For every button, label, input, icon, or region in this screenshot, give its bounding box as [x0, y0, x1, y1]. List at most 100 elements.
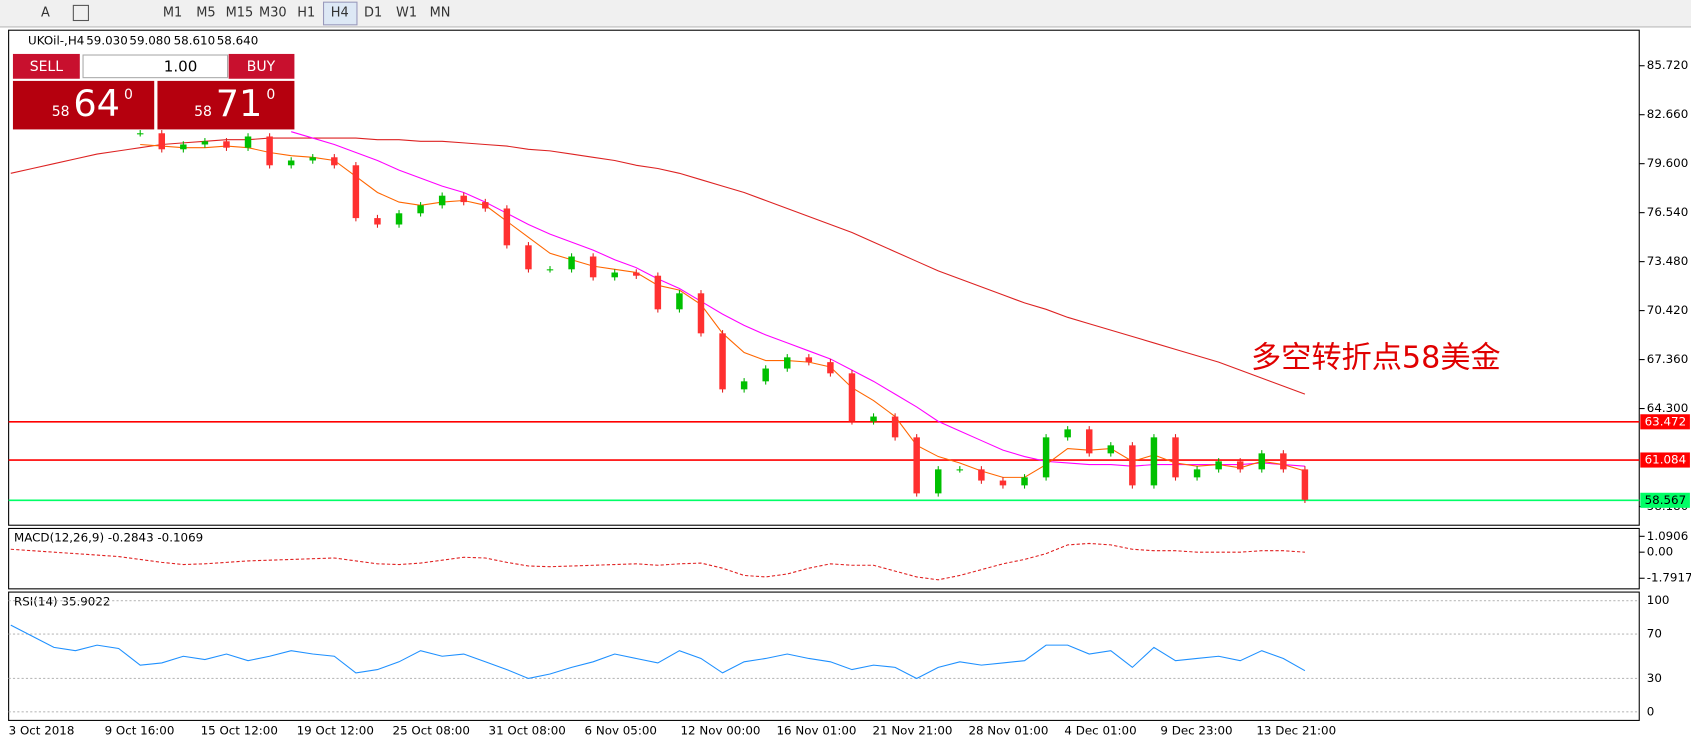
text-tool[interactable]: A	[41, 5, 50, 20]
candle	[438, 195, 446, 206]
buy-text[interactable]: BUY	[247, 59, 276, 75]
level-tag	[1640, 492, 1690, 508]
date-label: 6 Nov 05:00	[585, 724, 657, 738]
annotation: 多空转折点58美金	[1251, 341, 1501, 376]
macd-signal	[10, 542, 1305, 581]
sell-sup: 0	[124, 87, 133, 103]
candle	[1129, 445, 1136, 486]
sell-button[interactable]	[12, 53, 80, 79]
candle	[331, 157, 338, 166]
candle	[352, 165, 360, 219]
timeframe[interactable]: H4	[331, 5, 349, 20]
candle	[956, 469, 964, 471]
candle	[395, 213, 403, 225]
close: 58.640	[217, 33, 259, 47]
open: 59.030	[86, 33, 127, 47]
candle	[546, 269, 554, 271]
macd-panel	[8, 527, 1640, 590]
candle	[180, 144, 187, 150]
rsi-panel	[8, 591, 1640, 721]
candle	[676, 293, 683, 310]
candle	[827, 362, 834, 374]
level-label: 63.472	[1645, 414, 1686, 428]
y-tick-label: 85.720	[1647, 58, 1688, 72]
y-tick-label: 64.300	[1647, 401, 1688, 415]
candle	[891, 416, 899, 438]
candle	[266, 136, 273, 166]
candle	[805, 357, 813, 363]
trade-panel: SELL 1.00 BUY 58 64 0 58 71 0	[12, 53, 295, 130]
timeframe[interactable]: MN	[430, 5, 451, 20]
buy-button[interactable]	[228, 53, 295, 79]
y-tick-label: 1.0906	[1647, 529, 1688, 543]
candle	[1236, 461, 1244, 470]
sell-big: 58	[52, 104, 70, 120]
timeframe[interactable]: W1	[396, 5, 417, 20]
date-label: 13 Dec 21:00	[1256, 724, 1336, 738]
candle	[417, 205, 424, 214]
candle	[1258, 453, 1266, 470]
date-label: 9 Oct 16:00	[105, 724, 175, 738]
timeframe[interactable]: M30	[259, 5, 287, 20]
candle	[503, 208, 511, 246]
moving-average	[291, 131, 1305, 467]
label-tool[interactable]	[72, 4, 89, 22]
candle	[1042, 437, 1050, 478]
candle	[697, 293, 705, 334]
candle	[525, 245, 532, 270]
date-label: 25 Oct 08:00	[393, 724, 470, 738]
date-label: 16 Nov 01:00	[776, 724, 856, 738]
candle	[136, 133, 144, 135]
buy-big: 58	[194, 104, 212, 120]
rsi-line	[10, 624, 1306, 680]
date-label: 15 Oct 12:00	[201, 724, 278, 738]
y-tick-label: 73.480	[1647, 254, 1688, 268]
timeframe[interactable]: M15	[226, 5, 254, 20]
level-label: 61.084	[1645, 453, 1686, 467]
candle	[1193, 469, 1201, 478]
candle	[784, 357, 791, 369]
level-tag	[1640, 452, 1690, 468]
candle	[1172, 437, 1179, 478]
buy-main: 71	[216, 82, 263, 125]
candle	[1021, 477, 1028, 486]
sell-price[interactable]	[12, 80, 155, 130]
candle	[1064, 429, 1071, 438]
date-label: 9 Dec 23:00	[1160, 724, 1232, 738]
timeframe[interactable]: H1	[297, 5, 315, 20]
date-label: 19 Oct 12:00	[297, 724, 374, 738]
y-tick-label: 70.420	[1647, 303, 1688, 317]
candle	[633, 272, 640, 276]
candle	[848, 373, 856, 422]
candle	[460, 195, 467, 203]
timeframe-active	[322, 1, 358, 26]
buy-sup: 0	[266, 87, 275, 103]
volume-input[interactable]	[82, 54, 229, 79]
y-tick-label: -1.7917	[1647, 571, 1691, 585]
timeframe[interactable]: D1	[364, 5, 382, 20]
date-label: 31 Oct 08:00	[489, 724, 566, 738]
timeframe[interactable]: M5	[196, 5, 215, 20]
symbol: UKOil-,H4	[28, 33, 84, 47]
candle	[1280, 453, 1287, 470]
candle	[654, 275, 662, 310]
timeframe[interactable]: M1	[163, 5, 182, 20]
level-tag	[1640, 414, 1690, 430]
sell-main: 64	[73, 82, 120, 125]
date-label: 3 Oct 2018	[9, 724, 75, 738]
level-label: 58.567	[1645, 493, 1686, 507]
y-tick-label: 100	[1647, 593, 1670, 607]
volume[interactable]: 1.00	[164, 57, 198, 75]
buy-price[interactable]	[157, 80, 295, 130]
macd-label: MACD(12,26,9) -0.2843 -0.1069	[14, 531, 203, 545]
candle	[870, 416, 877, 422]
candle	[158, 133, 166, 150]
sell-text[interactable]: SELL	[30, 59, 64, 75]
candle	[1215, 461, 1222, 470]
toolbar	[0, 0, 1691, 27]
candle	[1107, 445, 1115, 454]
date-label: 28 Nov 01:00	[968, 724, 1048, 738]
candle	[374, 218, 381, 225]
candle	[1150, 437, 1158, 486]
